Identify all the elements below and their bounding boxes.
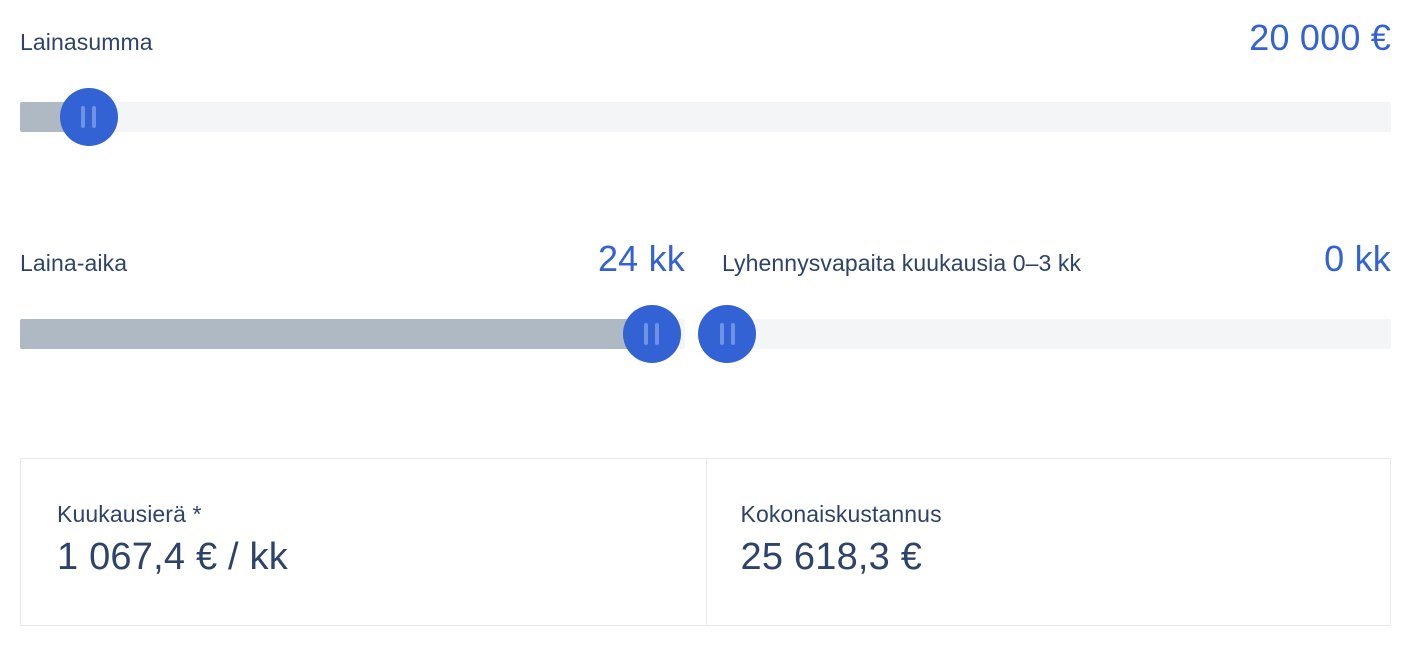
slider-fill-loan-period	[20, 319, 652, 349]
result-card-total-cost: Kokonaiskustannus 25 618,3 €	[705, 459, 1391, 625]
result-card-monthly-payment: Kuukausierä * 1 067,4 € / kk	[21, 459, 706, 625]
slider-track-loan-amount[interactable]	[20, 88, 1391, 146]
slider-handle-loan-period[interactable]	[622, 305, 681, 363]
slider-value-loan-amount: 20 000 €	[1249, 17, 1391, 58]
slider-label-loan-period: Laina-aika	[20, 250, 128, 276]
result-title-total-cost: Kokonaiskustannus	[740, 501, 942, 527]
slider-track-background-grace-months[interactable]	[722, 319, 1391, 349]
slider-group-loan-period: Laina-aika 24 kk	[20, 241, 685, 363]
slider-group-loan-amount: Lainasumma 20 000 €	[20, 20, 1391, 146]
slider-track-grace-months[interactable]	[698, 305, 1391, 363]
slider-header-loan-period: Laina-aika 24 kk	[20, 241, 685, 277]
slider-group-grace-months: Lyhennysvapaita kuukausia 0–3 kk 0 kk	[698, 241, 1391, 363]
grip-bar-icon	[730, 323, 735, 345]
slider-track-background-loan-period[interactable]	[20, 319, 685, 349]
result-amount-total-cost: 25 618,3 €	[740, 536, 923, 578]
grip-bar-icon	[655, 323, 660, 345]
slider-value-grace-months: 0 kk	[1324, 238, 1391, 279]
result-amount-monthly-payment: 1 067,4 € / kk	[57, 536, 288, 578]
grip-bar-icon	[81, 106, 86, 128]
slider-handle-grace-months[interactable]	[698, 305, 756, 363]
results-panel: Kuukausierä * 1 067,4 € / kk Kokonaiskus…	[20, 458, 1391, 626]
slider-value-loan-period: 24 kk	[597, 238, 685, 279]
grip-bar-icon	[92, 106, 97, 128]
slider-label-grace-months: Lyhennysvapaita kuukausia 0–3 kk	[722, 250, 1082, 276]
slider-track-loan-period[interactable]	[20, 305, 685, 363]
grip-bar-icon	[719, 323, 724, 345]
slider-label-loan-amount: Lainasumma	[20, 29, 153, 55]
slider-track-background-loan-amount[interactable]	[20, 102, 1391, 132]
slider-header-loan-amount: Lainasumma 20 000 €	[20, 20, 1391, 56]
slider-handle-loan-amount[interactable]	[59, 88, 118, 146]
grip-bar-icon	[644, 323, 649, 345]
result-title-monthly-payment: Kuukausierä *	[57, 501, 202, 527]
slider-header-grace-months: Lyhennysvapaita kuukausia 0–3 kk 0 kk	[722, 241, 1391, 277]
